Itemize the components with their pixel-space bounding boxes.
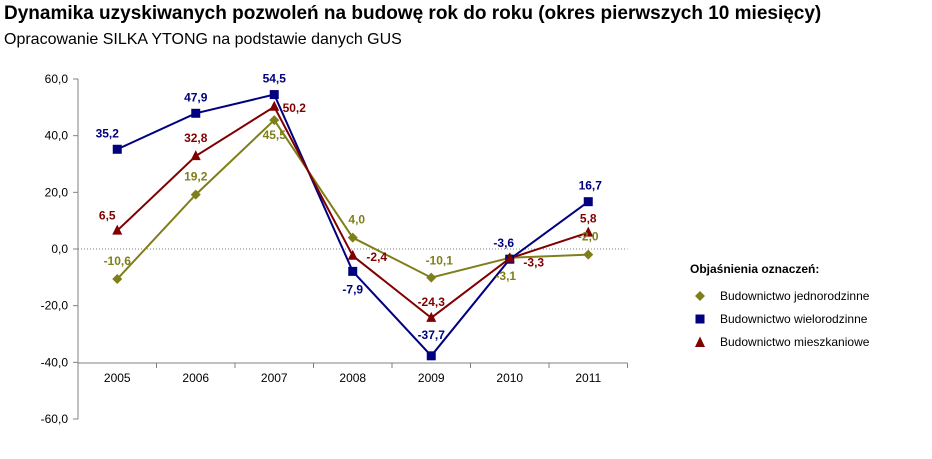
y-tick-label: -40,0: [41, 355, 69, 369]
x-tick-label: 2007: [261, 371, 288, 385]
data-label: 5,8: [580, 212, 597, 226]
data-point-triangle: [112, 224, 123, 235]
y-tick-label: 60,0: [45, 72, 69, 86]
data-point-triangle: [269, 100, 280, 111]
data-point-square: [348, 266, 358, 276]
y-tick-label: 40,0: [45, 129, 69, 143]
data-point-triangle: [190, 150, 201, 161]
data-label: -3,3: [523, 255, 544, 269]
data-point-diamond: [112, 274, 123, 285]
series-markers: [112, 90, 594, 361]
data-label: 50,2: [283, 101, 307, 115]
data-label: -10,6: [104, 254, 132, 268]
data-label: 47,9: [184, 90, 208, 104]
data-point-triangle: [426, 311, 437, 322]
data-point-diamond: [190, 189, 201, 200]
data-labels: -10,6 19,2 45,5 4,0 -10,1 -3,1 -2,0 35,2 47,9 54,…: [96, 72, 603, 342]
data-point-triangle: [583, 226, 594, 237]
data-point-triangle: [347, 249, 358, 260]
y-tick-label: 20,0: [45, 185, 69, 199]
y-tick-label: -20,0: [41, 299, 69, 313]
data-point-square: [583, 197, 593, 207]
data-label: -37,7: [418, 328, 446, 342]
data-point-square: [191, 108, 201, 118]
data-label: 19,2: [184, 170, 208, 184]
data-point-diamond: [347, 232, 358, 243]
y-tick-label: 0,0: [51, 242, 68, 256]
data-label: -24,3: [418, 295, 446, 309]
x-tick-label: 2011: [575, 371, 601, 385]
data-label: -3,6: [493, 236, 514, 250]
data-label: 54,5: [263, 72, 287, 86]
data-point-square: [269, 90, 279, 100]
data-label: -3,1: [495, 269, 516, 283]
data-label: 32,8: [184, 131, 208, 145]
data-label: 16,7: [579, 179, 603, 193]
data-point-diamond: [426, 272, 437, 283]
chart-axes: 60,0 40,0 20,0 0,0 -20,0 -40,0 -60,0 2005 2006 20…: [41, 72, 628, 426]
legend-item-jednorodzinne: Budownictwo jednorodzinne: [690, 284, 920, 307]
data-point-diamond: [583, 249, 594, 260]
legend-label: Budownictwo mieszkaniowe: [720, 334, 870, 349]
x-tick-label: 2006: [182, 371, 209, 385]
data-label: -2,4: [366, 250, 387, 264]
x-tick-label: 2009: [418, 371, 445, 385]
legend-title: Objaśnienia oznaczeń:: [690, 262, 820, 276]
x-tick-label: 2010: [496, 371, 523, 385]
y-tick-label: -60,0: [41, 412, 69, 426]
data-label: 35,2: [96, 126, 120, 140]
legend-item-wielorodzinne: Budownictwo wielorodzinne: [690, 307, 920, 330]
data-label: 6,5: [99, 209, 116, 223]
data-label: -2,0: [578, 230, 599, 244]
square-marker-icon: [695, 314, 705, 323]
legend-item-mieszkaniowe: Budownictwo mieszkaniowe: [690, 330, 920, 353]
x-tick-label: 2005: [104, 371, 131, 385]
data-label: 4,0: [348, 213, 365, 227]
data-label: -10,1: [426, 254, 454, 268]
triangle-marker-icon: [695, 336, 705, 347]
legend-label: Budownictwo jednorodzinne: [720, 288, 870, 303]
data-point-square: [112, 144, 122, 154]
legend-label: Budownictwo wielorodzinne: [720, 311, 868, 326]
data-label: 45,5: [263, 128, 287, 142]
diamond-marker-icon: [695, 290, 705, 301]
data-point-square: [426, 351, 436, 361]
data-point-diamond: [269, 115, 280, 126]
chart-legend: Objaśnienia oznaczeń: Budownictwo jednor…: [690, 262, 920, 353]
chart-title: Dynamika uzyskiwanych pozwoleń na budowę…: [4, 3, 822, 24]
data-label: -7,9: [342, 282, 363, 296]
data-point-triangle: [504, 252, 515, 263]
x-tick-label: 2008: [339, 371, 366, 385]
chart-subtitle: Opracowanie SILKA YTONG na podstawie dan…: [4, 31, 402, 48]
